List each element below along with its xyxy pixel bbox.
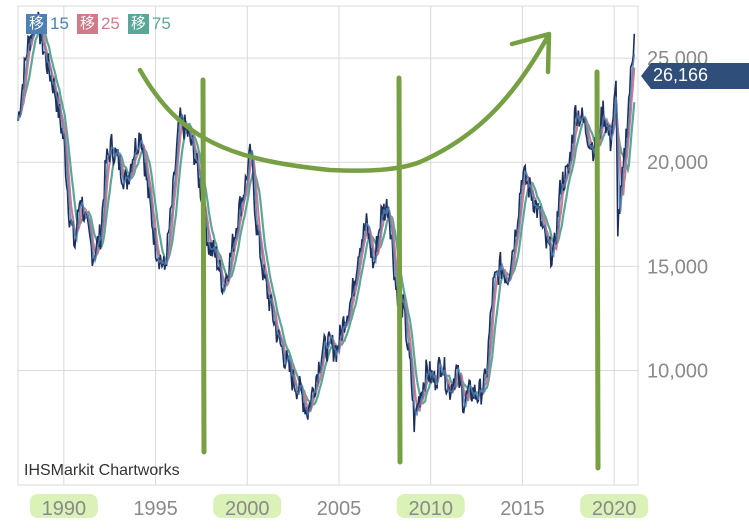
legend: 移 15 移 25 移 75 xyxy=(26,14,171,34)
annotation-arrowhead xyxy=(509,31,552,75)
plot-frame xyxy=(17,5,639,486)
x-tick-highlight xyxy=(396,494,465,518)
y-tick-label: 10,000 xyxy=(647,360,708,382)
x-tick-highlight xyxy=(29,494,98,518)
legend-label: 15 xyxy=(50,14,69,33)
legend-label: 25 xyxy=(100,14,120,33)
x-tick-label: 1990 xyxy=(42,498,87,520)
last-price-value: 26,166 xyxy=(653,65,709,85)
legend-glyph: 移 xyxy=(26,14,48,34)
annotation-arc xyxy=(137,33,551,173)
last-price-tag-shape xyxy=(641,63,749,89)
x-tick-highlight xyxy=(213,494,282,518)
annotation-vline xyxy=(594,69,601,471)
x-tick-highlight xyxy=(580,494,649,518)
ma15-line xyxy=(17,19,636,417)
legend-glyph: 移 xyxy=(76,14,98,34)
legend-item-ma15[interactable]: 移 15 xyxy=(26,14,69,34)
chart-credit: IHSMarkit Chartworks xyxy=(24,462,180,479)
annotation-vline xyxy=(396,75,403,465)
x-tick-label: 2015 xyxy=(500,498,545,520)
legend-label: 75 xyxy=(151,14,171,33)
y-tick-label: 20,000 xyxy=(647,152,708,174)
x-tick-label: 2005 xyxy=(317,498,362,520)
legend-item-ma75[interactable]: 移 75 xyxy=(127,14,171,34)
last-price-tag: 26,166 xyxy=(641,63,749,89)
price-line xyxy=(17,11,636,433)
legend-item-ma25[interactable]: 移 25 xyxy=(76,14,120,34)
legend-glyph: 移 xyxy=(127,14,149,34)
x-tick-label: 2010 xyxy=(408,498,453,520)
x-tick-label: 2000 xyxy=(225,498,270,520)
annotation-vline xyxy=(200,77,207,455)
x-tick-label: 1995 xyxy=(133,498,178,520)
y-tick-label: 15,000 xyxy=(647,256,708,278)
x-tick-label: 2020 xyxy=(592,498,637,520)
